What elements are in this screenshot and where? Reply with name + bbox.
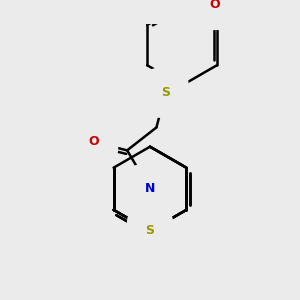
Text: O: O — [89, 135, 100, 148]
Text: S: S — [161, 86, 170, 99]
Text: N: N — [145, 182, 155, 195]
Text: O: O — [210, 0, 220, 11]
Text: S: S — [146, 224, 154, 237]
